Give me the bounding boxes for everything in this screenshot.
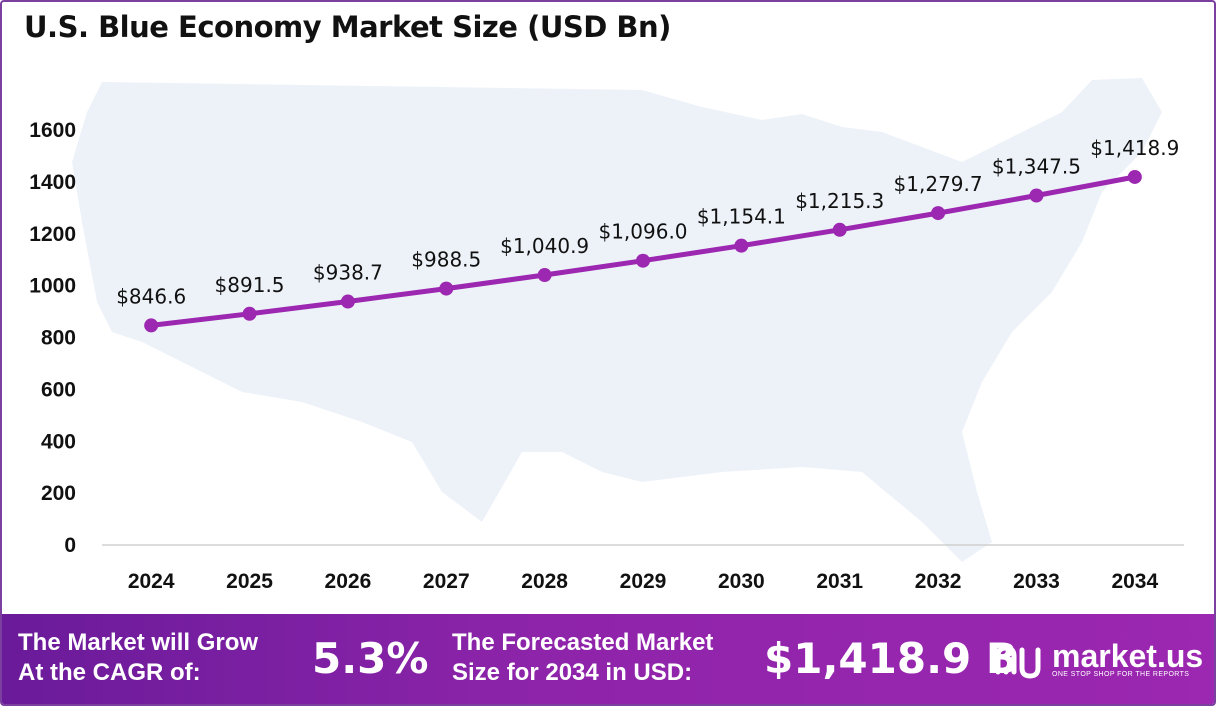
data-point-marker (931, 206, 946, 221)
chart-title: U.S. Blue Economy Market Size (USD Bn) (24, 10, 671, 44)
x-tick-label: 2033 (1013, 570, 1060, 593)
forecast-label-line2: Size for 2034 in USD: (452, 659, 693, 686)
brand-tagline: ONE STOP SHOP FOR THE REPORTS (1052, 671, 1190, 678)
data-point-marker (636, 253, 650, 268)
data-label: $938.7 (313, 261, 383, 285)
data-label: $846.6 (116, 284, 186, 308)
data-point-marker (832, 222, 847, 237)
cagr-label-line1: The Market will Grow (18, 629, 259, 656)
data-label: $1,279.7 (894, 172, 983, 196)
us-map-background (72, 78, 1162, 562)
data-point-marker (439, 281, 454, 296)
x-tick-label: 2029 (620, 570, 667, 593)
data-point-marker (1127, 169, 1142, 184)
y-tick-label: 1200 (29, 223, 76, 246)
data-point-marker (1029, 188, 1044, 203)
y-tick-label: 0 (64, 534, 76, 557)
line-chart: 0 200 400 600 800 1000 1200 1400 1600 2024 2025 20… (29, 78, 1184, 593)
y-tick-label: 1600 (29, 119, 76, 142)
data-label: $1,347.5 (992, 154, 1081, 178)
footer-banner: The Market will Grow At the CAGR of: 5.3… (2, 614, 1214, 704)
x-tick-label: 2025 (226, 570, 273, 593)
y-tick-label: 1000 (29, 275, 76, 298)
data-label: $1,418.9 (1090, 136, 1179, 160)
data-point-marker (340, 294, 355, 309)
y-tick-label: 1400 (29, 171, 76, 194)
x-tick-label: 2034 (1111, 570, 1158, 593)
cagr-label-line2: At the CAGR of: (18, 659, 201, 686)
x-tick-label: 2031 (816, 570, 863, 593)
data-label: $1,096.0 (598, 220, 687, 244)
y-tick-label: 400 (41, 430, 76, 453)
data-point-marker (242, 306, 257, 321)
brand-name: market.us (1052, 638, 1204, 674)
x-tick-label: 2028 (521, 570, 568, 593)
forecast-value: $1,418.9 B (764, 634, 1018, 683)
x-tick-label: 2027 (423, 570, 470, 593)
x-tick-label: 2024 (128, 570, 175, 593)
data-label: $891.5 (215, 273, 285, 297)
data-label: $1,040.9 (500, 234, 589, 258)
x-tick-label: 2030 (718, 570, 765, 593)
data-point-marker (537, 268, 552, 283)
forecast-label-line1: The Forecasted Market (452, 629, 714, 656)
data-label: $988.5 (411, 248, 481, 272)
y-tick-label: 800 (41, 327, 76, 350)
y-tick-label: 600 (41, 378, 76, 401)
brand-logo: market.us ONE STOP SHOP FOR THE REPORTS (994, 638, 1214, 684)
market-us-logo-icon (995, 645, 1041, 679)
x-tick-label: 2032 (915, 570, 962, 593)
data-point-marker (144, 318, 159, 333)
x-tick-label: 2026 (325, 570, 372, 593)
data-label: $1,154.1 (697, 205, 786, 229)
data-label: $1,215.3 (795, 189, 884, 213)
cagr-value: 5.3% (312, 634, 429, 683)
y-tick-label: 200 (41, 482, 76, 505)
data-point-marker (734, 238, 749, 253)
